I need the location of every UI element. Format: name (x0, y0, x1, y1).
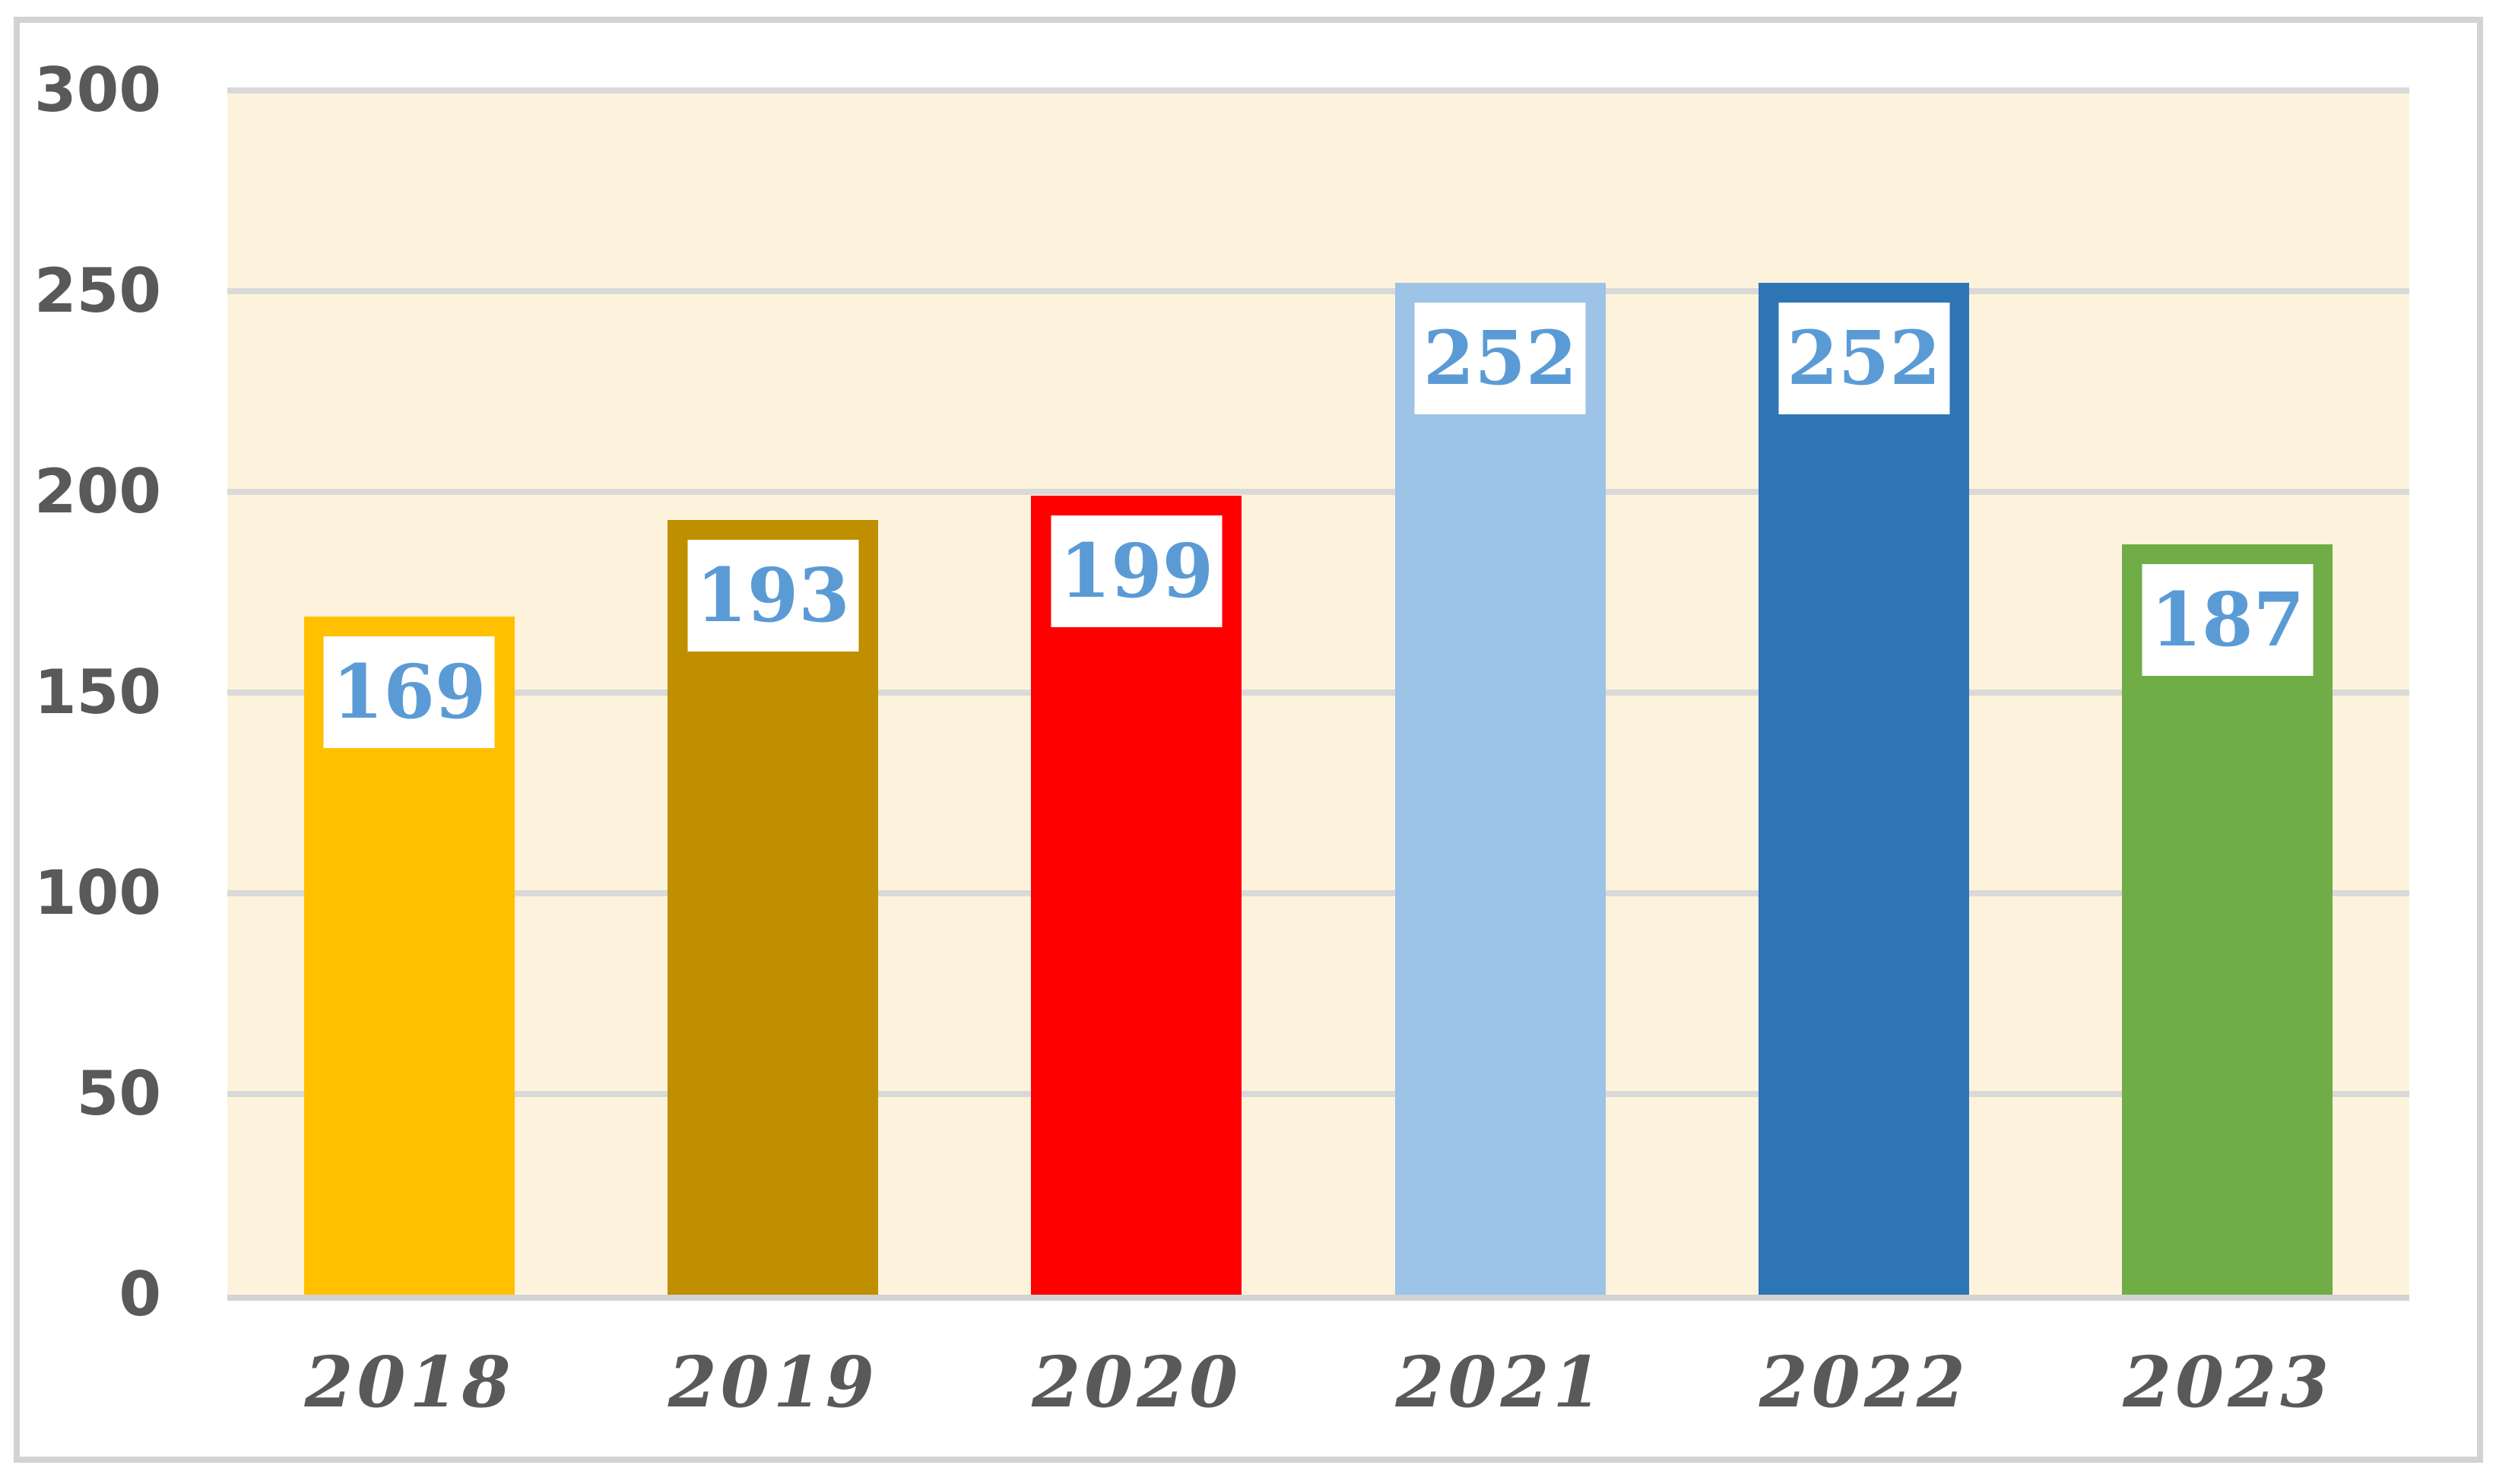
y-tick-label-200: 200 (34, 456, 161, 527)
gridline-150 (227, 690, 2409, 696)
data-label-box-2019: 193 (687, 539, 858, 652)
bar-2018: 169 (303, 616, 515, 1295)
bar-2022: 252 (1759, 283, 1969, 1295)
y-tick-label-50: 50 (76, 1058, 161, 1129)
data-label-box-2023: 187 (2142, 563, 2314, 676)
y-tick-label-0: 0 (119, 1259, 161, 1330)
bar-2021: 252 (1394, 283, 1606, 1295)
gridline-250 (227, 288, 2409, 294)
x-tick-label-2019: 2019 (668, 1341, 878, 1423)
y-tick-label-300: 300 (34, 55, 161, 125)
data-label-box-2018: 169 (323, 636, 495, 748)
plot-area: 169 193 199 252 252 187 (227, 87, 2409, 1301)
data-label-value: 193 (696, 551, 850, 639)
y-tick-label-100: 100 (34, 858, 161, 928)
x-tick-label-2018: 2018 (304, 1341, 515, 1423)
y-tick-label-250: 250 (34, 255, 161, 326)
data-label-box-2020: 199 (1051, 515, 1223, 628)
data-label-value: 252 (1787, 315, 1941, 402)
x-tick-label-2021: 2021 (1395, 1341, 1606, 1423)
x-tick-label-2022: 2022 (1759, 1341, 1969, 1423)
x-tick-label-2020: 2020 (1032, 1341, 1242, 1423)
gridline-200 (227, 489, 2409, 495)
data-label-value: 252 (1422, 315, 1578, 402)
chart-frame-border (14, 17, 2483, 1463)
bar-2023: 187 (2122, 544, 2333, 1295)
gridline-50 (227, 1091, 2409, 1097)
bar-2020: 199 (1031, 496, 1242, 1295)
gridline-300 (227, 87, 2409, 94)
x-tick-label-2023: 2023 (2123, 1341, 2333, 1423)
data-label-value: 169 (331, 648, 487, 735)
data-label-value: 199 (1059, 528, 1214, 615)
data-label-value: 187 (2150, 576, 2305, 663)
data-label-box-2022: 252 (1778, 303, 1949, 415)
bar-2019: 193 (668, 519, 878, 1295)
y-tick-label-150: 150 (34, 657, 161, 728)
gridline-100 (227, 890, 2409, 896)
data-label-box-2021: 252 (1414, 303, 1586, 415)
